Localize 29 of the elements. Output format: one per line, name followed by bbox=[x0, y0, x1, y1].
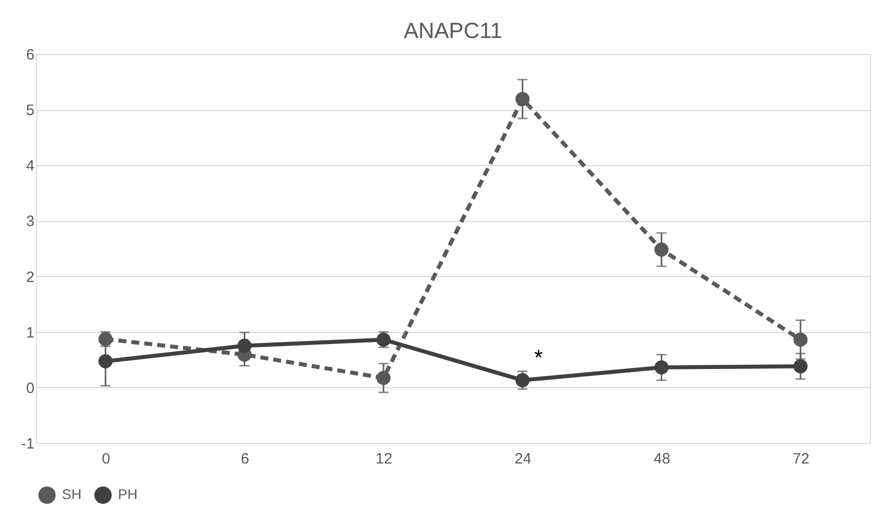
y-tick-label: -1 bbox=[21, 436, 34, 452]
point bbox=[376, 370, 391, 386]
y-tick-label: 1 bbox=[26, 324, 34, 342]
point bbox=[515, 373, 530, 388]
point bbox=[515, 92, 530, 106]
point bbox=[98, 332, 113, 346]
y-tick-label: 3 bbox=[26, 213, 34, 230]
x-tick-label: 6 bbox=[240, 450, 250, 468]
x-tick-label: 24 bbox=[514, 450, 532, 468]
y-tick-label: 0 bbox=[26, 380, 34, 397]
x-tick-label: 72 bbox=[792, 450, 810, 468]
point bbox=[237, 338, 252, 353]
point bbox=[654, 360, 669, 374]
point bbox=[376, 332, 391, 347]
legend-label: PH bbox=[118, 486, 138, 502]
point bbox=[98, 354, 113, 368]
y-tick-label: 6 bbox=[26, 46, 34, 64]
point bbox=[793, 332, 808, 347]
x-tick-label: 48 bbox=[654, 450, 670, 468]
legend-label: SH bbox=[62, 486, 82, 502]
y-tick-label: 4 bbox=[26, 158, 34, 175]
chart-title: ANAPC11 bbox=[404, 18, 502, 43]
point bbox=[654, 242, 669, 257]
x-tick-label: 0 bbox=[102, 450, 110, 468]
y-tick-label: 5 bbox=[26, 102, 34, 120]
point bbox=[793, 359, 808, 374]
x-tick-label: 12 bbox=[376, 450, 392, 468]
annotation: * bbox=[534, 345, 544, 370]
y-tick-label: 2 bbox=[26, 268, 34, 286]
